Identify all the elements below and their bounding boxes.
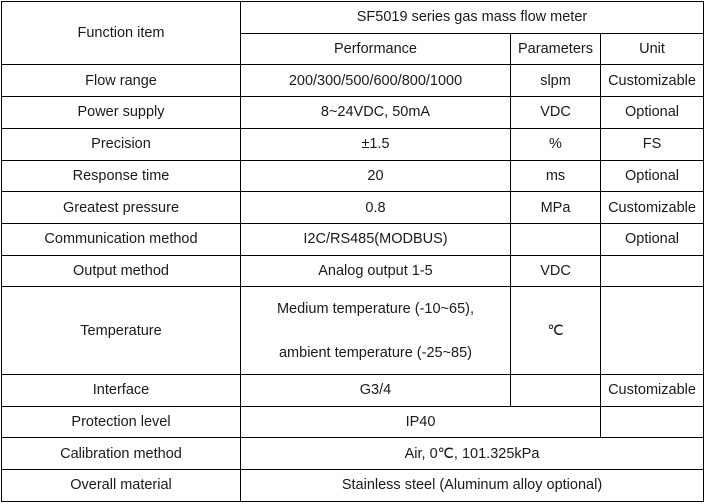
row-parameters-value: MPa [510, 191, 601, 225]
row-unit-value: Customizable [600, 64, 704, 98]
row-parameters-value: ms [510, 159, 601, 193]
row-performance-value: IP40 [240, 405, 601, 439]
row-parameters-value: VDC [510, 96, 601, 129]
row-parameters-value: slpm [510, 64, 601, 98]
table-row: Calibration method Air, 0℃, 101.325kPa [1, 437, 704, 471]
row-item-label: Temperature [1, 286, 241, 375]
row-item-label: Communication method [1, 223, 241, 256]
row-performance-value: Air, 0℃, 101.325kPa [240, 437, 704, 471]
row-item-label: Precision [1, 127, 241, 161]
row-item-label: Calibration method [1, 437, 241, 471]
row-item-label: Flow range [1, 64, 241, 98]
row-item-label: Power supply [1, 96, 241, 129]
table-row: Flow range 200/300/500/600/800/1000 slpm… [1, 64, 704, 98]
table-row: Response time 20 ms Optional [1, 159, 704, 193]
row-parameters-value [510, 373, 601, 407]
temperature-ambient-line: ambient temperature (-25~85) [278, 344, 473, 361]
table-header-row-title: Function item SF5019 series gas mass flo… [1, 0, 704, 66]
row-performance-value: 0.8 [240, 191, 511, 225]
row-unit-value [600, 254, 704, 288]
row-unit-value: Optional [600, 159, 704, 193]
row-performance-value: 8~24VDC, 50mA [240, 96, 511, 129]
table-row: Interface G3/4 Customizable [1, 373, 704, 407]
row-item-label: Response time [1, 159, 241, 193]
table-row: Power supply 8~24VDC, 50mA VDC Optional [1, 96, 704, 129]
table-row-temperature: Temperature Medium temperature (-10~65),… [1, 286, 704, 375]
row-item-label: Greatest pressure [1, 191, 241, 225]
row-parameters-value [510, 223, 601, 256]
row-item-label: Interface [1, 373, 241, 407]
row-performance-value: 200/300/500/600/800/1000 [240, 64, 511, 98]
table-row: Greatest pressure 0.8 MPa Customizable [1, 191, 704, 225]
row-performance-value: G3/4 [240, 373, 511, 407]
header-function-item: Function item [1, 0, 241, 66]
table-row: Precision ±1.5 % FS [1, 127, 704, 161]
table-row: Protection level IP40 [1, 405, 704, 439]
header-col-unit: Unit [600, 32, 704, 66]
row-performance-value: 20 [240, 159, 511, 193]
table-row: Communication method I2C/RS485(MODBUS) O… [1, 223, 704, 256]
header-product-title: SF5019 series gas mass flow meter [240, 1, 704, 34]
header-col-performance: Performance [240, 32, 511, 66]
row-parameters-value: VDC [510, 254, 601, 288]
table-header-row-columns: Performance Parameters Unit [2, 32, 704, 66]
row-unit-value: Optional [600, 223, 704, 256]
header-col-parameters: Parameters [510, 32, 601, 66]
table-row: Overall material Stainless steel (Alumin… [1, 469, 704, 502]
row-performance-value: ±1.5 [240, 127, 511, 161]
row-performance-value: Medium temperature (-10~65), ambient tem… [240, 286, 511, 375]
row-unit-value: Optional [600, 96, 704, 129]
row-performance-value: Analog output 1-5 [240, 254, 511, 288]
row-parameters-value: % [510, 127, 601, 161]
row-unit-value [600, 286, 704, 375]
row-parameters-value: ℃ [510, 286, 601, 375]
row-item-label: Protection level [1, 405, 241, 439]
row-performance-value: I2C/RS485(MODBUS) [240, 223, 511, 256]
temperature-medium-line: Medium temperature (-10~65), [276, 300, 475, 317]
table-row: Output method Analog output 1-5 VDC [1, 254, 704, 288]
row-item-label: Output method [1, 254, 241, 288]
row-performance-value: Stainless steel (Aluminum alloy optional… [240, 469, 704, 502]
row-item-label: Overall material [1, 469, 241, 502]
row-unit-value: FS [600, 127, 704, 161]
row-unit-value: Customizable [600, 373, 704, 407]
row-unit-value: Customizable [600, 191, 704, 225]
row-unit-value [600, 405, 704, 439]
